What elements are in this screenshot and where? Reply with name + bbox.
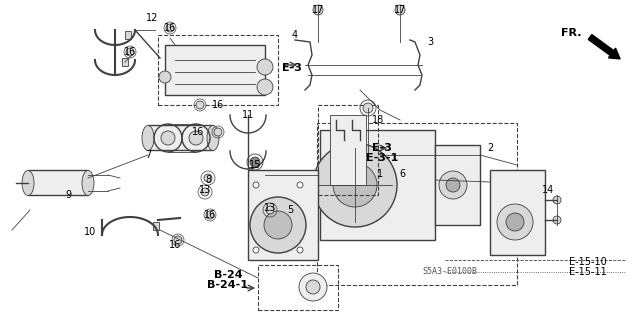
Text: S5A3-E0100B: S5A3-E0100B: [422, 268, 477, 277]
Text: E-3: E-3: [282, 63, 302, 73]
Text: E-15-10: E-15-10: [569, 257, 607, 267]
Text: 17: 17: [312, 5, 324, 15]
Bar: [490, 170, 545, 255]
Bar: [158, 35, 278, 105]
Text: 5: 5: [287, 205, 293, 215]
Bar: [148, 125, 213, 150]
Bar: [330, 115, 366, 185]
Circle shape: [174, 236, 182, 244]
Text: 13: 13: [199, 185, 211, 195]
Text: 16: 16: [212, 100, 224, 110]
FancyArrow shape: [588, 34, 620, 59]
Circle shape: [506, 213, 524, 231]
Circle shape: [250, 197, 306, 253]
Circle shape: [214, 128, 222, 136]
Circle shape: [253, 182, 259, 188]
Circle shape: [297, 247, 303, 253]
Text: 7: 7: [145, 150, 151, 160]
Bar: [317, 123, 517, 285]
Circle shape: [313, 5, 323, 15]
Circle shape: [257, 79, 273, 95]
Circle shape: [253, 247, 259, 253]
Text: 4: 4: [292, 30, 298, 40]
Circle shape: [196, 101, 204, 109]
Bar: [320, 130, 435, 240]
Circle shape: [204, 174, 212, 182]
Bar: [258, 265, 338, 310]
Text: E-3-1: E-3-1: [366, 153, 398, 163]
Circle shape: [206, 211, 214, 219]
Text: FR.: FR.: [561, 28, 582, 38]
Text: 3: 3: [427, 37, 433, 47]
Circle shape: [299, 273, 327, 301]
Text: 17: 17: [394, 5, 406, 15]
Text: 16: 16: [164, 23, 176, 33]
Text: 16: 16: [169, 240, 181, 250]
Text: 16: 16: [192, 127, 204, 137]
Bar: [165, 45, 265, 95]
Bar: [153, 222, 159, 230]
Circle shape: [126, 48, 134, 56]
Text: 14: 14: [542, 185, 554, 195]
Text: E-3: E-3: [372, 143, 392, 153]
Circle shape: [201, 188, 209, 196]
Bar: [435, 145, 480, 225]
Ellipse shape: [82, 170, 94, 196]
Circle shape: [189, 131, 203, 145]
Circle shape: [266, 206, 274, 214]
Bar: [318, 105, 378, 195]
Circle shape: [553, 216, 561, 224]
Circle shape: [313, 143, 397, 227]
Text: B-24: B-24: [214, 270, 243, 280]
Text: 13: 13: [264, 203, 276, 213]
Circle shape: [497, 204, 533, 240]
Circle shape: [553, 196, 561, 204]
Circle shape: [306, 280, 320, 294]
Text: 6: 6: [399, 169, 405, 179]
Ellipse shape: [207, 125, 219, 151]
Circle shape: [250, 157, 260, 167]
Text: B-24-1: B-24-1: [207, 280, 248, 290]
Circle shape: [159, 71, 171, 83]
Bar: [125, 31, 131, 39]
Text: 11: 11: [242, 110, 254, 120]
Circle shape: [446, 178, 460, 192]
Text: 16: 16: [124, 47, 136, 57]
Circle shape: [257, 59, 273, 75]
Text: 1: 1: [377, 169, 383, 179]
Text: 10: 10: [84, 227, 96, 237]
Text: E-15-11: E-15-11: [569, 267, 607, 277]
Circle shape: [161, 131, 175, 145]
Circle shape: [363, 103, 373, 113]
Text: 8: 8: [205, 175, 211, 185]
Circle shape: [395, 5, 405, 15]
Circle shape: [297, 182, 303, 188]
Circle shape: [333, 163, 377, 207]
Text: 18: 18: [372, 115, 384, 125]
Text: 16: 16: [204, 210, 216, 220]
Circle shape: [166, 24, 174, 32]
Ellipse shape: [142, 125, 154, 151]
Circle shape: [439, 171, 467, 199]
Bar: [248, 170, 318, 260]
Text: 2: 2: [487, 143, 493, 153]
Text: 12: 12: [146, 13, 158, 23]
Text: 15: 15: [249, 160, 261, 170]
Bar: [122, 58, 128, 66]
Bar: [28, 170, 88, 195]
Circle shape: [264, 211, 292, 239]
Text: 9: 9: [65, 190, 71, 200]
Ellipse shape: [22, 170, 34, 196]
